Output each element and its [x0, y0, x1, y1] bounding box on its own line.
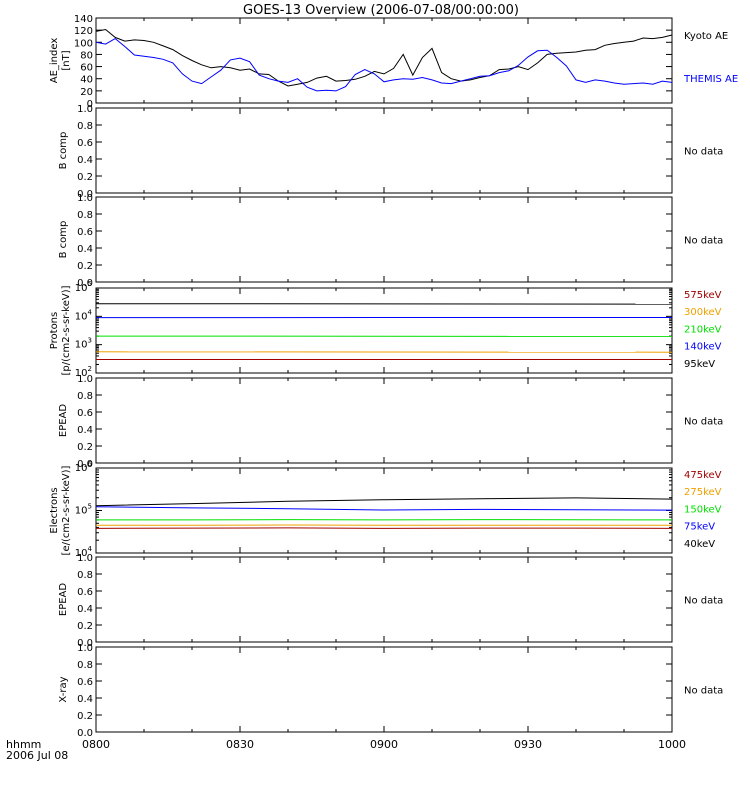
y-axis-unit: [e/(cm2-s-sr-keV)] [61, 465, 72, 555]
y-tick-label: 104 [75, 545, 93, 559]
y-tick-label: 0.2 [77, 621, 93, 632]
date-label: 2006 Jul 08 [6, 749, 68, 762]
y-axis-unit: [p/(cm2-s-sr-keV)] [61, 285, 72, 375]
panel-frame-6 [95, 467, 673, 554]
no-data-note: No data [684, 686, 723, 697]
y-tick-label: 105 [75, 503, 92, 517]
y-axis-label: B comp [58, 221, 69, 259]
panel-frame-7 [95, 556, 673, 643]
y-tick-label: 0.0 [77, 638, 93, 649]
no-data-note: No data [684, 236, 723, 247]
y-tick-label: 0.8 [77, 121, 93, 132]
y-tick-label: 0.0 [77, 189, 93, 200]
legend-entry: THEMIS AE [683, 74, 738, 85]
y-tick-label: 0.0 [77, 728, 93, 739]
y-tick-label: 80 [80, 50, 93, 61]
y-tick-label: 0.0 [77, 459, 93, 470]
y-tick-label: 1.0 [77, 374, 93, 385]
legend-entry: 210keV [684, 324, 722, 335]
y-tick-label: 0.0 [77, 278, 93, 289]
legend-entry: 300keV [684, 307, 722, 318]
y-tick-label: 0.4 [77, 425, 93, 436]
panel-frame-1 [95, 17, 673, 104]
y-axis-label: X-ray [58, 676, 69, 702]
legend-entry: 150keV [684, 504, 722, 515]
time-tick-label: 0800 [82, 738, 110, 751]
y-axis-label: Electrons [49, 487, 60, 533]
time-tick-label: 1000 [658, 738, 686, 751]
y-tick-label: 106 [75, 460, 93, 474]
y-tick-label: 100 [74, 38, 93, 49]
panel-frame-8 [95, 646, 673, 733]
y-tick-label: 104 [75, 308, 93, 322]
legend-entry: 75keV [684, 522, 715, 533]
y-tick-label: 0.2 [77, 261, 93, 272]
y-tick-label: 0.2 [77, 172, 93, 183]
y-tick-label: 1.0 [77, 104, 93, 115]
y-tick-label: 102 [75, 365, 92, 379]
y-tick-label: 0.4 [77, 694, 93, 705]
y-tick-label: 1.0 [77, 193, 93, 204]
y-tick-label: 40 [80, 75, 93, 86]
y-tick-label: 0.2 [77, 442, 93, 453]
legend-entry: Kyoto AE [684, 31, 728, 42]
y-tick-label: 1.0 [77, 643, 93, 654]
y-tick-label: 0.6 [77, 677, 93, 688]
time-tick-label: 0900 [370, 738, 398, 751]
y-tick-label: 0.8 [77, 391, 93, 402]
y-axis-label: Protons [49, 312, 60, 349]
y-axis-label: AE_index [49, 38, 60, 84]
y-axis-label: B comp [58, 132, 69, 170]
y-tick-label: 140 [74, 14, 93, 25]
series-line [95, 497, 673, 507]
y-tick-label: 60 [80, 63, 93, 74]
legend-entry: 275keV [684, 487, 722, 498]
y-tick-label: 0.8 [77, 570, 93, 581]
y-tick-label: 0.2 [77, 711, 93, 722]
no-data-note: No data [684, 596, 723, 607]
y-tick-label: 0.6 [77, 138, 93, 149]
y-tick-label: 0.6 [77, 227, 93, 238]
y-tick-label: 103 [75, 337, 92, 351]
series-line [95, 527, 673, 529]
series-line [95, 37, 673, 92]
time-format-label: hhmm [6, 738, 41, 751]
no-data-note: No data [684, 417, 723, 428]
y-tick-label: 105 [75, 280, 92, 294]
series-line [95, 506, 673, 511]
legend-entry: 575keV [684, 290, 722, 301]
y-tick-label: 0.6 [77, 587, 93, 598]
legend-entry: 40keV [684, 539, 715, 550]
y-tick-label: 0 [87, 99, 93, 110]
panel-frame-3 [95, 196, 673, 283]
no-data-note: No data [684, 147, 723, 158]
y-tick-label: 20 [80, 87, 93, 98]
panel-frame-5 [95, 377, 673, 464]
legend-entry: 140keV [684, 342, 722, 353]
y-tick-label: 1.0 [77, 553, 93, 564]
y-axis-label: EPEAD [58, 583, 69, 617]
y-tick-label: 0.6 [77, 408, 93, 419]
y-tick-label: 0.4 [77, 155, 93, 166]
panel-frame-2 [95, 107, 673, 194]
y-tick-label: 0.8 [77, 660, 93, 671]
time-tick-label: 0930 [514, 738, 542, 751]
legend-entry: 475keV [684, 470, 722, 481]
panel-frame-4 [95, 287, 673, 374]
y-tick-label: 0.8 [77, 210, 93, 221]
y-tick-label: 120 [74, 26, 93, 37]
time-tick-label: 0830 [226, 738, 254, 751]
y-tick-label: 0.4 [77, 604, 93, 615]
y-tick-label: 0.4 [77, 244, 93, 255]
legend-entry: 95keV [684, 359, 715, 370]
series-line [95, 28, 673, 87]
y-axis-label: EPEAD [58, 404, 69, 438]
y-axis-unit: [nT] [61, 50, 72, 70]
figure-title: GOES-13 Overview (2006-07-08/00:00:00) [243, 3, 519, 18]
